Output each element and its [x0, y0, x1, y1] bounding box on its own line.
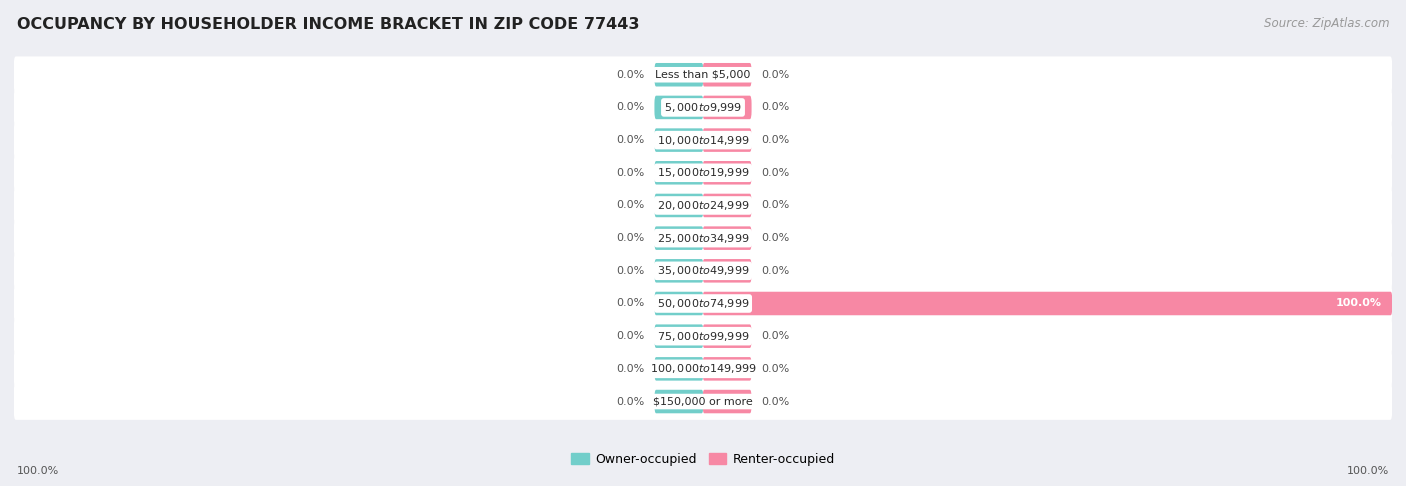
FancyBboxPatch shape — [703, 226, 752, 250]
Text: 0.0%: 0.0% — [616, 298, 644, 309]
FancyBboxPatch shape — [654, 63, 703, 87]
FancyBboxPatch shape — [654, 194, 703, 217]
Text: 0.0%: 0.0% — [616, 364, 644, 374]
Legend: Owner-occupied, Renter-occupied: Owner-occupied, Renter-occupied — [567, 448, 839, 471]
FancyBboxPatch shape — [14, 89, 1392, 126]
Text: $100,000 to $149,999: $100,000 to $149,999 — [650, 363, 756, 375]
Text: $20,000 to $24,999: $20,000 to $24,999 — [657, 199, 749, 212]
Text: $50,000 to $74,999: $50,000 to $74,999 — [657, 297, 749, 310]
FancyBboxPatch shape — [654, 259, 703, 282]
Text: 0.0%: 0.0% — [616, 266, 644, 276]
Text: 100.0%: 100.0% — [1347, 466, 1389, 476]
Text: Source: ZipAtlas.com: Source: ZipAtlas.com — [1264, 17, 1389, 30]
FancyBboxPatch shape — [703, 161, 752, 185]
Text: 0.0%: 0.0% — [762, 233, 790, 243]
Text: $25,000 to $34,999: $25,000 to $34,999 — [657, 232, 749, 244]
FancyBboxPatch shape — [703, 357, 752, 381]
Text: 0.0%: 0.0% — [762, 103, 790, 112]
Text: 100.0%: 100.0% — [17, 466, 59, 476]
FancyBboxPatch shape — [703, 96, 752, 119]
Text: 0.0%: 0.0% — [616, 397, 644, 406]
Text: 0.0%: 0.0% — [762, 364, 790, 374]
FancyBboxPatch shape — [703, 194, 752, 217]
Text: 0.0%: 0.0% — [762, 168, 790, 178]
FancyBboxPatch shape — [703, 128, 752, 152]
Text: $35,000 to $49,999: $35,000 to $49,999 — [657, 264, 749, 278]
FancyBboxPatch shape — [654, 161, 703, 185]
FancyBboxPatch shape — [14, 122, 1392, 158]
FancyBboxPatch shape — [14, 220, 1392, 257]
FancyBboxPatch shape — [14, 187, 1392, 224]
FancyBboxPatch shape — [703, 292, 1392, 315]
FancyBboxPatch shape — [654, 325, 703, 348]
Text: 0.0%: 0.0% — [616, 135, 644, 145]
Text: 0.0%: 0.0% — [616, 168, 644, 178]
FancyBboxPatch shape — [654, 357, 703, 381]
FancyBboxPatch shape — [14, 318, 1392, 354]
FancyBboxPatch shape — [654, 390, 703, 413]
FancyBboxPatch shape — [14, 253, 1392, 289]
FancyBboxPatch shape — [14, 285, 1392, 322]
Text: 0.0%: 0.0% — [762, 331, 790, 341]
Text: 0.0%: 0.0% — [762, 397, 790, 406]
FancyBboxPatch shape — [14, 350, 1392, 387]
Text: $5,000 to $9,999: $5,000 to $9,999 — [664, 101, 742, 114]
Text: 0.0%: 0.0% — [762, 135, 790, 145]
FancyBboxPatch shape — [654, 96, 703, 119]
FancyBboxPatch shape — [14, 155, 1392, 191]
FancyBboxPatch shape — [703, 390, 752, 413]
FancyBboxPatch shape — [703, 63, 752, 87]
Text: 0.0%: 0.0% — [616, 200, 644, 210]
Text: 0.0%: 0.0% — [616, 70, 644, 80]
Text: $15,000 to $19,999: $15,000 to $19,999 — [657, 166, 749, 179]
FancyBboxPatch shape — [703, 325, 752, 348]
Text: $10,000 to $14,999: $10,000 to $14,999 — [657, 134, 749, 147]
Text: 0.0%: 0.0% — [616, 331, 644, 341]
Text: 0.0%: 0.0% — [616, 233, 644, 243]
Text: 100.0%: 100.0% — [1336, 298, 1382, 309]
FancyBboxPatch shape — [14, 383, 1392, 420]
FancyBboxPatch shape — [654, 128, 703, 152]
Text: 0.0%: 0.0% — [762, 200, 790, 210]
Text: 0.0%: 0.0% — [616, 103, 644, 112]
FancyBboxPatch shape — [14, 56, 1392, 93]
Text: $75,000 to $99,999: $75,000 to $99,999 — [657, 330, 749, 343]
Text: Less than $5,000: Less than $5,000 — [655, 70, 751, 80]
Text: 0.0%: 0.0% — [762, 70, 790, 80]
Text: $150,000 or more: $150,000 or more — [654, 397, 752, 406]
FancyBboxPatch shape — [654, 292, 703, 315]
Text: 0.0%: 0.0% — [762, 266, 790, 276]
FancyBboxPatch shape — [703, 259, 752, 282]
Text: OCCUPANCY BY HOUSEHOLDER INCOME BRACKET IN ZIP CODE 77443: OCCUPANCY BY HOUSEHOLDER INCOME BRACKET … — [17, 17, 640, 32]
FancyBboxPatch shape — [654, 226, 703, 250]
